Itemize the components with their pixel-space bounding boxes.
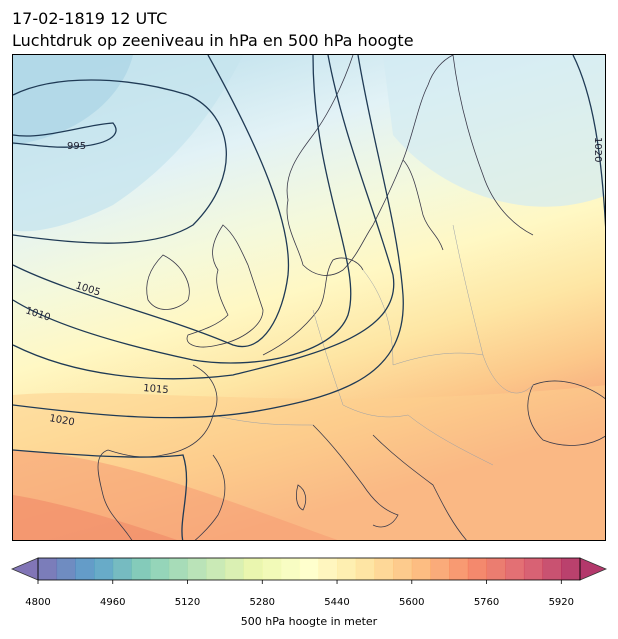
colorbar-cell	[56, 558, 76, 580]
map-title-description: Luchtdruk op zeeniveau in hPa en 500 hPa…	[12, 31, 414, 50]
great-britain-coast	[186, 224, 264, 348]
colorbar-tick-label: 5280	[249, 597, 275, 608]
isobar-995	[13, 122, 117, 148]
map-title-time: 17-02-1819 12 UTC	[12, 9, 168, 28]
isobar-1020-east	[572, 55, 605, 228]
sweden-east-coast	[402, 159, 444, 251]
colorbar-cell	[280, 558, 301, 580]
colorbar-cell	[187, 558, 207, 580]
colorbar-tick-label: 5600	[399, 597, 425, 608]
colorbar-cell	[262, 558, 282, 580]
finland-coast	[452, 55, 534, 236]
colorbar-cell	[112, 558, 132, 580]
colorbar-cell	[393, 558, 413, 580]
colorbar-tick-label: 5120	[174, 597, 201, 608]
colorbar-cell	[337, 558, 357, 580]
colorbar-cells	[38, 558, 581, 580]
colorbar-cell	[374, 558, 394, 580]
colorbar-cell	[449, 558, 469, 580]
colorbar-cell	[467, 558, 487, 580]
isobar-label-995: 995	[67, 141, 86, 152]
colorbar-tick-label: 4960	[100, 597, 126, 608]
colorbar-cell	[206, 558, 226, 580]
north-sea-coast	[262, 257, 364, 356]
colorbar-cell	[75, 558, 95, 580]
colorbar-tick-marks	[37, 580, 562, 584]
borders	[212, 224, 534, 466]
colorbar-extend-high	[579, 557, 608, 581]
colorbar-cell	[150, 558, 170, 580]
colorbar-cell	[561, 558, 581, 580]
ireland-coast	[146, 254, 190, 310]
colorbar-cell	[542, 558, 562, 580]
isobar-1000	[13, 79, 227, 244]
isobar-1010	[13, 55, 352, 364]
isobar-1005	[13, 55, 290, 348]
sardinia-coast	[296, 484, 307, 511]
colorbar-cell	[505, 558, 525, 580]
low-height-core	[13, 55, 133, 145]
colorbar-tick-label: 5760	[473, 597, 500, 608]
colorbar-cell	[168, 558, 188, 580]
isobar-label-1020: 1020	[48, 413, 75, 428]
colorbar-tick-label: 5440	[324, 597, 350, 608]
isobar-1020	[13, 449, 188, 540]
isobars	[13, 55, 605, 540]
colorbar-cell	[224, 558, 244, 580]
isobar-label-1020-east: 1020	[592, 137, 603, 162]
country-borders	[212, 224, 534, 466]
map-canvas: 995 1005 1010 1015 1020 1020	[13, 55, 605, 540]
isobar-label-1015: 1015	[143, 383, 169, 396]
colorbar-cell	[131, 558, 151, 580]
colorbar-cell	[411, 558, 431, 580]
colorbar-tick-label: 5920	[548, 597, 575, 608]
isobar-1015	[13, 55, 395, 380]
colorbar-cell	[430, 558, 450, 580]
iberia-coast	[97, 449, 226, 540]
colorbar-cell	[299, 558, 319, 580]
warm-band-3	[13, 495, 178, 540]
colorbar-extend-low	[10, 557, 39, 581]
coastlines	[97, 55, 605, 540]
colorbar-cell	[243, 558, 263, 580]
pressure-map: 995 1005 1010 1015 1020 1020	[12, 54, 606, 541]
colorbar-cell	[38, 558, 58, 580]
colorbar-label: 500 hPa hoogte in meter	[240, 615, 378, 628]
balkan-coast	[372, 434, 467, 540]
colorbar-frame	[37, 557, 581, 581]
scandinavia-height-region	[383, 55, 605, 207]
isobar-1015b	[13, 55, 404, 419]
black-sea-coast	[527, 380, 605, 446]
colorbar	[10, 557, 608, 584]
colorbar-cell	[355, 558, 375, 580]
colorbar-cell	[523, 558, 544, 580]
norway-sweden-coast	[286, 55, 454, 276]
colorbar-cell	[318, 558, 338, 580]
colorbar-cell	[486, 558, 506, 580]
colorbar-tick-label: 4800	[25, 597, 51, 608]
colorbar-cell	[94, 558, 114, 580]
italy-coast	[312, 424, 399, 528]
